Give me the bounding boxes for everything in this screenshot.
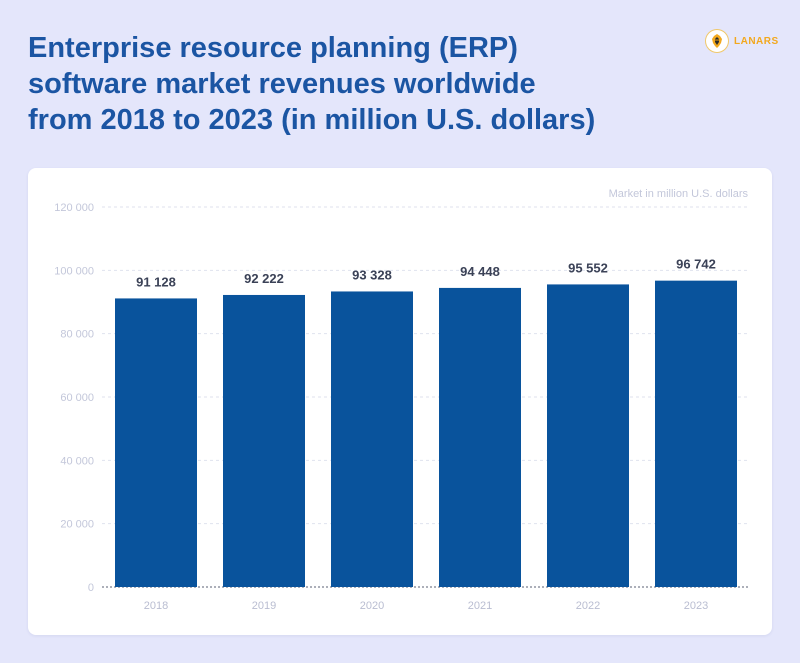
logo-text: LANARS [734,35,779,47]
lion-head-icon [706,30,728,52]
data-labels: 91 128 92 222 93 328 94 448 95 552 96 742 [136,257,716,290]
data-label-2018: 91 128 [136,274,176,289]
data-label-2019: 92 222 [244,271,284,286]
bar-2023 [655,280,737,587]
bar-2020 [331,291,413,587]
x-tick-label-2019: 2019 [252,600,276,612]
bar-2019 [223,294,305,587]
bar-2018 [115,298,197,587]
y-tick-label: 100 000 [54,265,94,277]
bar-2021 [439,287,521,587]
page-title: Enterprise resource planning (ERP) softw… [28,30,668,138]
x-tick-label-2018: 2018 [144,600,168,612]
x-tick-label-2020: 2020 [360,600,384,612]
x-tick-label-2022: 2022 [576,600,600,612]
bar-2022 [547,284,629,587]
chart-card: Market in million U.S. dollars 0 20 000 40… [28,168,772,635]
title-line-2: software market revenues worldwide [28,68,536,100]
gridlines [102,206,750,588]
lanars-logo: LANARS [706,29,779,53]
y-tick-label: 0 [88,582,94,594]
y-tick-label: 60 000 [60,392,94,404]
x-tick-label-2023: 2023 [684,600,708,612]
y-tick-label: 20 000 [60,519,94,531]
data-label-2022: 95 552 [568,260,608,275]
x-axis-ticks: 2018 2019 2020 2021 2022 2023 [144,600,708,612]
x-tick-label-2021: 2021 [468,600,492,612]
title-line-1: Enterprise resource planning (ERP) [28,32,518,64]
data-label-2023: 96 742 [676,257,716,272]
data-label-2020: 93 328 [352,267,392,282]
y-axis-ticks: 0 20 000 40 000 60 000 80 000 100 000 120 000 [54,202,94,594]
y-tick-label: 120 000 [54,202,94,214]
data-label-2021: 94 448 [460,264,500,279]
bar-chart: Market in million U.S. dollars 0 20 000 40… [54,188,750,612]
unit-label: Market in million U.S. dollars [609,188,749,200]
title-line-3: from 2018 to 2023 (in million U.S. dolla… [28,104,596,136]
y-tick-label: 40 000 [60,455,94,467]
y-tick-label: 80 000 [60,329,94,341]
bars [115,280,737,587]
